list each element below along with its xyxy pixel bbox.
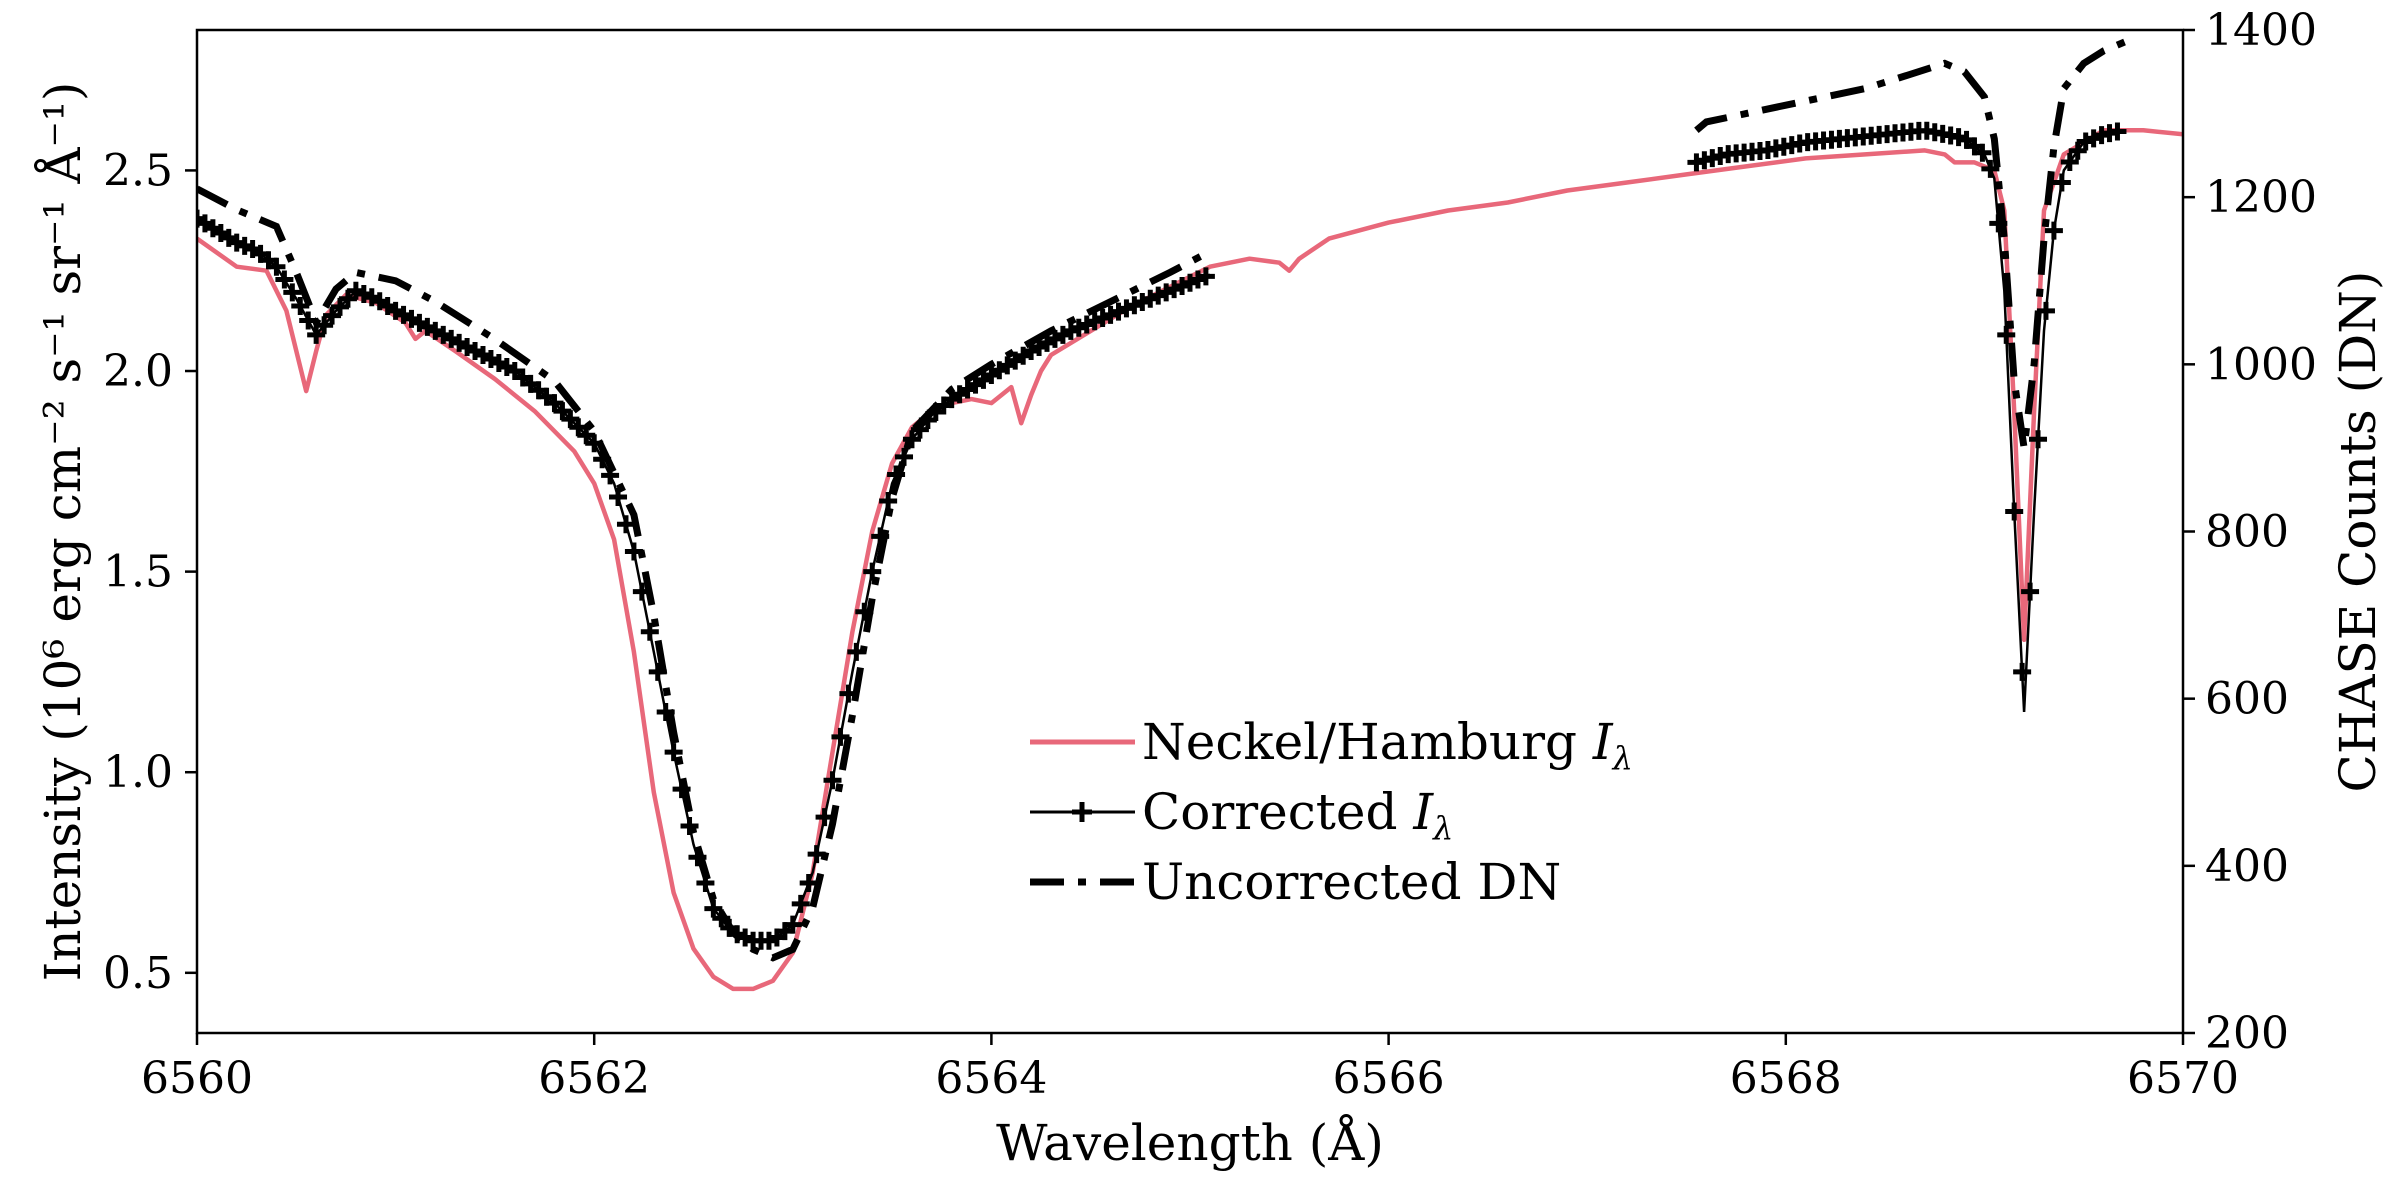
corrected-marker bbox=[1981, 159, 2000, 178]
corrected-marker bbox=[267, 257, 286, 276]
corrected-marker bbox=[783, 915, 802, 934]
corrected-marker bbox=[1196, 267, 1215, 286]
corrected-marker bbox=[283, 283, 302, 302]
corrected-marker bbox=[275, 270, 294, 289]
corrected-marker bbox=[2068, 141, 2087, 160]
corrected-marker bbox=[799, 873, 818, 892]
y-tick-label-right: 600 bbox=[2205, 674, 2289, 725]
corrected-marker bbox=[902, 430, 921, 449]
corrected-marker bbox=[616, 515, 635, 534]
corrected-marker bbox=[1973, 143, 1992, 162]
legend-item: Neckel/Hamburg Iλ bbox=[1030, 713, 1633, 777]
y-tick-label-right: 400 bbox=[2205, 841, 2289, 892]
y-tick-label-left: 0.5 bbox=[103, 948, 173, 999]
y-tick-label-left: 2.5 bbox=[103, 145, 173, 196]
x-tick-label: 6570 bbox=[2127, 1053, 2239, 1104]
ticks-layer: 6560 6562 6564 6566 6568 6570 0.5 1.0 1.5 2.0 2.5 2… bbox=[103, 5, 2317, 1104]
x-tick-label: 6560 bbox=[141, 1053, 253, 1104]
corrected-marker bbox=[791, 894, 810, 913]
y-tick-label-right: 1400 bbox=[2205, 5, 2317, 56]
corrected-marker bbox=[2029, 430, 2048, 449]
series-line-reference bbox=[197, 128, 2183, 992]
corrected-marker bbox=[863, 562, 882, 581]
corrected-marker bbox=[704, 899, 723, 918]
y-tick-label-right: 1000 bbox=[2205, 339, 2317, 390]
x-tick-label: 6568 bbox=[1730, 1053, 1842, 1104]
series-line-uncorrected bbox=[197, 185, 1212, 962]
x-tick-label: 6566 bbox=[1333, 1053, 1445, 1104]
series-layer bbox=[197, 35, 2183, 992]
y-tick-label-right: 800 bbox=[2205, 507, 2289, 558]
corrected-marker bbox=[823, 771, 842, 790]
legend-label: Uncorrected DN bbox=[1142, 853, 1561, 911]
legend-marker bbox=[1072, 802, 1092, 822]
y-tick-label-left: 1.5 bbox=[103, 547, 173, 598]
corrected-marker bbox=[2060, 152, 2079, 171]
x-tick-label: 6562 bbox=[538, 1053, 650, 1104]
y-axis-title-left: Intensity (10⁶ erg cm⁻² s⁻¹ sr⁻¹ Å⁻¹) bbox=[33, 82, 92, 982]
corrected-marker bbox=[640, 622, 659, 641]
x-tick-label: 6564 bbox=[935, 1053, 1047, 1104]
corrected-marker bbox=[2052, 173, 2071, 192]
corrected-marker bbox=[2044, 221, 2063, 240]
series-line-uncorrected bbox=[1694, 35, 2135, 449]
corrected-marker bbox=[2005, 502, 2024, 521]
legend-label: Corrected Iλ bbox=[1142, 783, 1453, 847]
corrected-marker bbox=[2013, 662, 2032, 681]
corrected-marker bbox=[879, 492, 898, 511]
y-tick-label-left: 1.0 bbox=[103, 747, 173, 798]
corrected-marker bbox=[609, 487, 628, 506]
series-line-corrected bbox=[197, 217, 1211, 942]
legend-label: Neckel/Hamburg Iλ bbox=[1142, 713, 1633, 777]
corrected-marker bbox=[664, 743, 683, 762]
legend-item: Uncorrected DN bbox=[1030, 853, 1561, 911]
x-axis-title: Wavelength (Å) bbox=[996, 1113, 1384, 1172]
y-axis-title-right: CHASE Counts (DN) bbox=[2329, 271, 2387, 793]
corrected-marker bbox=[2108, 122, 2127, 141]
legend-item: Corrected Iλ bbox=[1030, 783, 1453, 847]
y-tick-label-right: 1200 bbox=[2205, 172, 2317, 223]
series-line-corrected bbox=[1696, 129, 2124, 713]
corrected-marker bbox=[1997, 325, 2016, 344]
y-tick-label-left: 2.0 bbox=[103, 346, 173, 397]
corrected-marker bbox=[2021, 582, 2040, 601]
y-tick-label-right: 200 bbox=[2205, 1008, 2289, 1059]
